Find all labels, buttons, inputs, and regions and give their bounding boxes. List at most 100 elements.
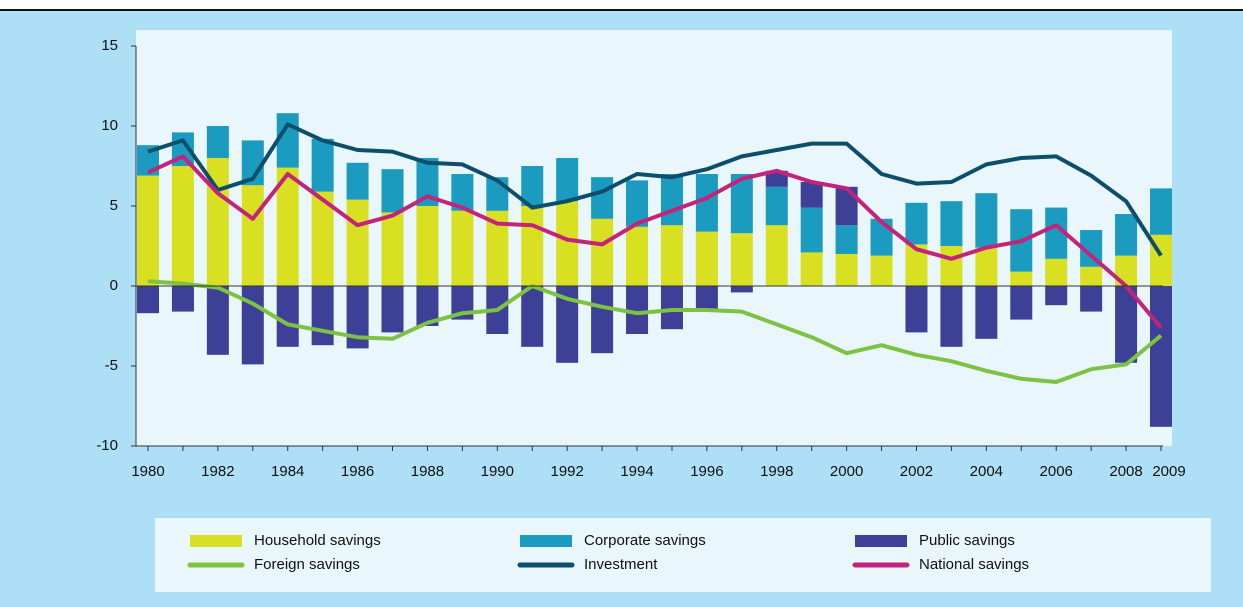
- bar-segment: [835, 254, 858, 286]
- bar-segment: [905, 286, 928, 333]
- bar-segment: [800, 182, 823, 208]
- bar-segment: [1115, 214, 1138, 256]
- bar-segment: [1080, 230, 1103, 267]
- bar-segment: [416, 158, 439, 206]
- bar-segment: [346, 199, 369, 286]
- x-tick-label: 1982: [201, 463, 234, 480]
- legend-label: National savings: [919, 556, 1029, 573]
- legend-label: Public savings: [919, 532, 1015, 549]
- bar-segment: [311, 191, 334, 286]
- line: [147, 279, 1163, 384]
- bar-segment: [1010, 271, 1033, 286]
- y-tick-label: 10: [101, 117, 118, 134]
- bar-segment: [381, 286, 404, 333]
- bar-segment: [940, 201, 963, 246]
- bar-segment: [1080, 266, 1103, 286]
- bar-segment: [975, 193, 998, 248]
- bar-segment: [521, 166, 544, 206]
- bar-segment: [591, 218, 614, 286]
- bar-segment: [381, 169, 404, 213]
- bar-segment: [276, 286, 299, 347]
- bar-segment: [521, 206, 544, 286]
- bar-segment: [800, 207, 823, 253]
- x-tick-label: 1998: [760, 463, 793, 480]
- bar-segment: [626, 226, 649, 286]
- x-tick-label: 1986: [341, 463, 374, 480]
- bar-segment: [241, 140, 264, 186]
- bar-segment: [241, 286, 264, 365]
- bar-segment: [1045, 286, 1068, 306]
- line: [147, 154, 1163, 329]
- legend-label: Foreign savings: [254, 556, 360, 573]
- bar-segment: [765, 170, 788, 187]
- bar-segment: [660, 174, 683, 226]
- bar-segment: [486, 210, 509, 286]
- line: [147, 122, 1163, 257]
- x-tick-label: 2009: [1152, 463, 1185, 480]
- bar-segment: [695, 174, 718, 232]
- legend-swatch: [520, 535, 572, 547]
- x-tick-label: 1990: [481, 463, 514, 480]
- bar-segment: [835, 186, 858, 226]
- x-tick-label: 1984: [271, 463, 304, 480]
- y-tick-label: -5: [105, 357, 118, 374]
- bar-segment: [381, 212, 404, 286]
- y-tick-label: 5: [110, 197, 118, 214]
- y-tick-label: -10: [96, 437, 118, 454]
- bar-segment: [241, 185, 264, 286]
- bar-segment: [730, 233, 753, 286]
- bar-segment: [591, 286, 614, 354]
- bar-segment: [975, 247, 998, 286]
- x-tick-label: 1992: [550, 463, 583, 480]
- bar-segment: [416, 286, 439, 326]
- x-tick-label: 1994: [620, 463, 653, 480]
- legend-label: Investment: [584, 556, 658, 573]
- bar-segment: [276, 167, 299, 286]
- x-tick-label: 2008: [1109, 463, 1142, 480]
- bar-segment: [556, 158, 579, 202]
- bar-segment: [765, 186, 788, 226]
- bar-segment: [626, 180, 649, 227]
- legend-label: Corporate savings: [584, 532, 706, 549]
- bar-segment: [171, 286, 194, 312]
- bar-segment: [1115, 255, 1138, 286]
- bar-segment: [276, 113, 299, 168]
- bar-segment: [800, 252, 823, 286]
- bar-segment: [660, 225, 683, 286]
- bar-segment: [171, 166, 194, 286]
- bar-segment: [136, 286, 160, 314]
- bar-segment: [451, 174, 474, 211]
- bar-segment: [416, 206, 439, 286]
- bar-segment: [940, 286, 963, 347]
- bar-segment: [695, 286, 718, 310]
- x-tick-label: 2000: [830, 463, 863, 480]
- y-tick-label: 15: [101, 37, 118, 54]
- bar-segment: [765, 225, 788, 286]
- plot-area: [136, 30, 1172, 446]
- bar-segment: [556, 201, 579, 286]
- bar-segment: [975, 286, 998, 339]
- bar-segment: [1045, 258, 1068, 286]
- bar-segment: [626, 286, 649, 334]
- x-tick-label: 2004: [970, 463, 1003, 480]
- bar-segment: [556, 286, 579, 363]
- x-tick-label: 2002: [900, 463, 933, 480]
- bar-segment: [136, 175, 160, 286]
- bar-segment: [695, 231, 718, 286]
- bar-segment: [835, 225, 858, 254]
- bar-segment: [311, 286, 334, 346]
- bar-segment: [346, 286, 369, 349]
- bar-segment: [905, 244, 928, 286]
- legend-swatch: [190, 535, 242, 547]
- bar-segment: [730, 286, 753, 293]
- bar-segment: [1010, 286, 1033, 320]
- legend-label: Household savings: [254, 532, 381, 549]
- bar-segment: [1149, 188, 1173, 235]
- bar-segment: [451, 210, 474, 286]
- bar-segment: [660, 286, 683, 330]
- x-tick-label: 1996: [690, 463, 723, 480]
- bar-segment: [730, 174, 753, 234]
- bar-segment: [1149, 286, 1173, 427]
- bar-segment: [1080, 286, 1103, 312]
